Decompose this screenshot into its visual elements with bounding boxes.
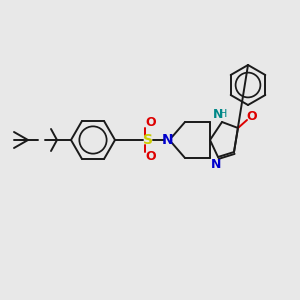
- Text: O: O: [146, 116, 156, 130]
- Text: N: N: [213, 107, 223, 121]
- Text: O: O: [247, 110, 257, 122]
- Text: N: N: [162, 133, 174, 147]
- Text: S: S: [143, 133, 153, 147]
- Text: H: H: [219, 109, 227, 119]
- Text: N: N: [211, 158, 221, 170]
- Text: O: O: [146, 151, 156, 164]
